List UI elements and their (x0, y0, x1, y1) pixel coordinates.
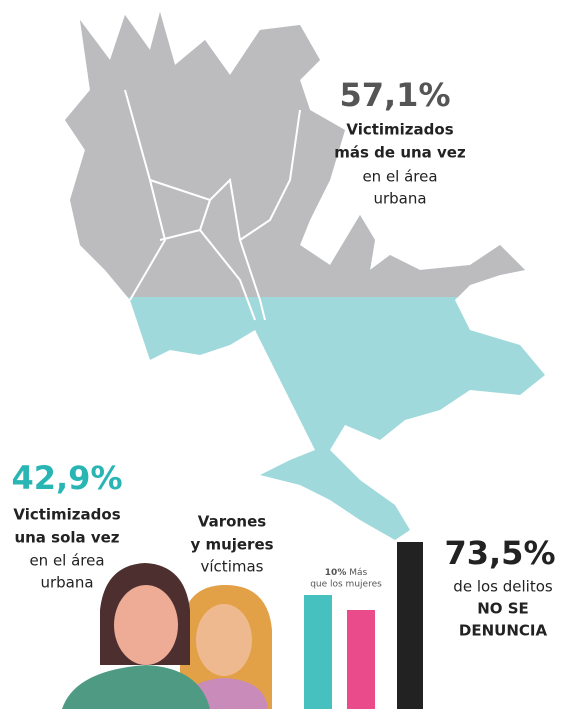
note: 10% Más (325, 568, 368, 578)
top-line: urbana (373, 190, 426, 208)
bar-unreported (397, 542, 423, 709)
top-line: más de una vez (334, 144, 466, 162)
report-line: de los delitos (453, 578, 553, 596)
victims-line: y mujeres (190, 536, 273, 554)
note-text: Más (349, 568, 367, 578)
man-illustration (62, 563, 210, 709)
report-value: 73,5% (444, 534, 555, 572)
top-value: 57,1% (339, 76, 450, 114)
bottom-line: una sola vez (14, 529, 119, 547)
report-line: NO SE (477, 600, 529, 618)
bar-men (304, 595, 332, 709)
map-borders (124, 89, 301, 321)
bottom-line: en el área (29, 552, 104, 570)
note-text: que los mujeres (310, 580, 382, 590)
bottom-line: urbana (40, 574, 93, 592)
victims-line: víctimas (201, 558, 264, 576)
note-bold: 10% (325, 568, 347, 578)
report-line: DENUNCIA (459, 622, 548, 640)
bottom-value: 42,9% (11, 459, 122, 497)
bottom-line: Victimizados (13, 506, 120, 524)
victims-line: Varones (198, 513, 266, 531)
top-line: en el área (362, 168, 437, 186)
top-line: Victimizados (346, 121, 453, 139)
woman-illustration (180, 585, 272, 709)
bar-women (347, 610, 375, 709)
